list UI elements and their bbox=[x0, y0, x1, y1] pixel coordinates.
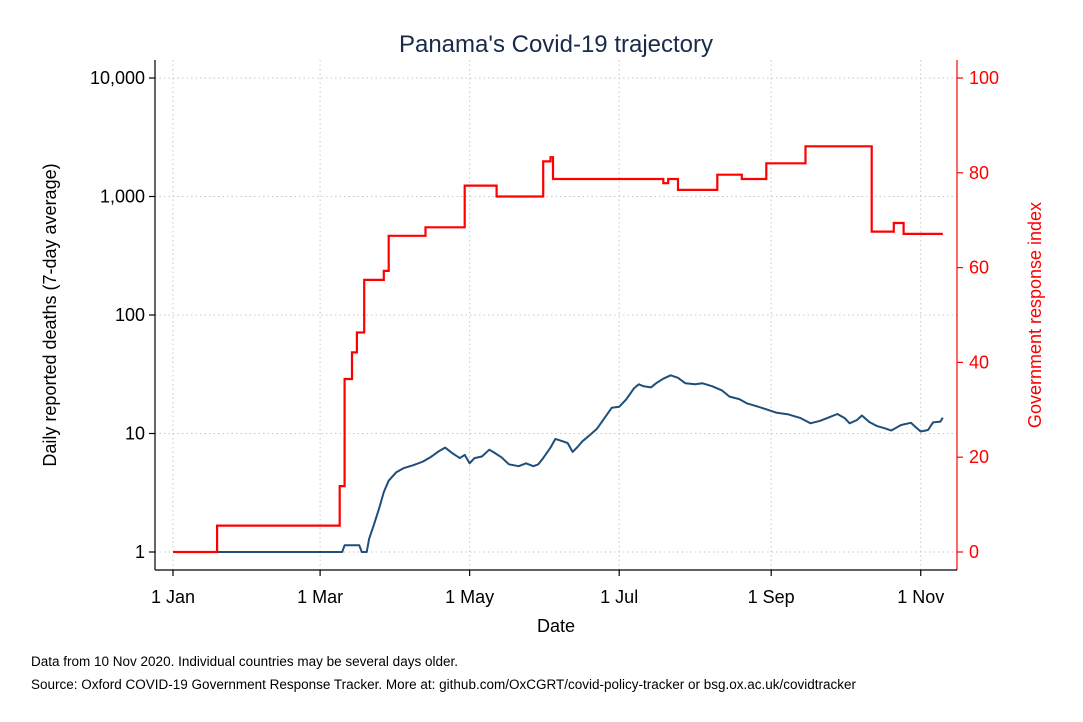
axes: 1 10 100 1,000 10,000 0 20 40 60 80 100 1 Jan 1 Mar 1… bbox=[90, 60, 999, 607]
x-tick-label: 1 Mar bbox=[297, 587, 343, 607]
x-tick-label: 1 Jan bbox=[151, 587, 195, 607]
y-right-tick-label: 40 bbox=[969, 352, 989, 372]
y-left-tick-label: 10 bbox=[125, 424, 145, 444]
x-tick-label: 1 Sep bbox=[748, 587, 795, 607]
y-right-tick-label: 0 bbox=[969, 542, 979, 562]
chart-title: Panama's Covid-19 trajectory bbox=[399, 31, 713, 58]
y-right-tick-label: 100 bbox=[969, 68, 999, 88]
series-line-response-index bbox=[173, 145, 943, 554]
x-tick-label: 1 May bbox=[445, 587, 494, 607]
grid bbox=[155, 60, 957, 570]
series-layer bbox=[173, 145, 944, 554]
y-axis-label-right: Government response index bbox=[1025, 202, 1045, 428]
footnote-source: Source: Oxford COVID-19 Government Respo… bbox=[31, 677, 857, 692]
y-left-tick-label: 1 bbox=[135, 542, 145, 562]
y-right-tick-label: 80 bbox=[969, 163, 989, 183]
x-tick-label: 1 Jul bbox=[600, 587, 638, 607]
footnote-data-date: Data from 10 Nov 2020. Individual countr… bbox=[31, 654, 458, 669]
y-right-tick-label: 60 bbox=[969, 258, 989, 278]
y-left-tick-label: 1,000 bbox=[100, 187, 145, 207]
y-right-tick-label: 20 bbox=[969, 447, 989, 467]
y-left-tick-label: 10,000 bbox=[90, 68, 145, 88]
x-tick-label: 1 Nov bbox=[897, 587, 944, 607]
y-axis-label-left: Daily reported deaths (7-day average) bbox=[40, 163, 60, 466]
y-left-tick-label: 100 bbox=[115, 305, 145, 325]
x-axis-label: Date bbox=[537, 616, 575, 636]
series-line-daily-deaths bbox=[173, 374, 944, 553]
